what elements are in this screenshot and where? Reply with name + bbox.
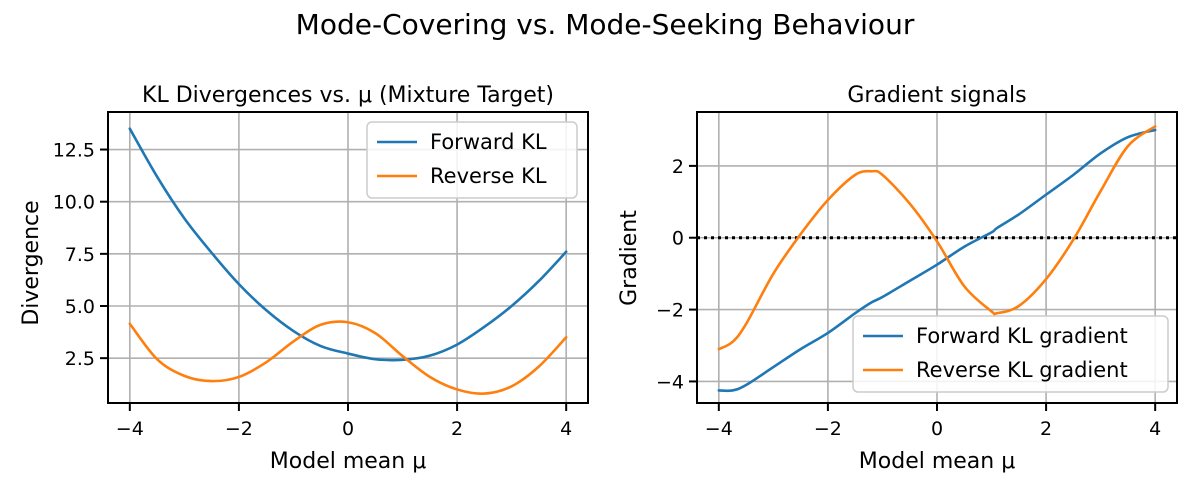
kl-divergence-legend-label: Forward KL bbox=[430, 130, 547, 154]
kl-divergence-xtick-label: 0 bbox=[342, 418, 354, 440]
kl-divergence-ylabel: Divergence bbox=[19, 200, 44, 325]
gradient-ytick-label: −4 bbox=[656, 371, 684, 393]
kl-divergence-legend-box bbox=[366, 121, 578, 199]
kl-divergence-xtick-label: −2 bbox=[225, 418, 253, 440]
kl-divergence-legend: Forward KL Reverse KL bbox=[366, 121, 578, 199]
gradient-series-line-reverse bbox=[717, 125, 1157, 351]
kl-divergence-xlabel: Model mean μ bbox=[270, 449, 426, 474]
kl-divergence-ytick-label: 10.0 bbox=[53, 192, 95, 214]
gradient-series bbox=[717, 125, 1157, 393]
gradient-axes-frame bbox=[696, 111, 1178, 404]
kl-divergence-series-line-forward bbox=[128, 127, 568, 362]
kl-divergence-series-line-reverse bbox=[128, 320, 568, 395]
gradient-ytick-label: −2 bbox=[656, 300, 684, 322]
gradient-xtick-label: 0 bbox=[931, 418, 943, 440]
kl-divergence-ytick-label: 7.5 bbox=[65, 244, 95, 266]
gradient-legend: Forward KL gradient Reverse KL gradient bbox=[852, 315, 1169, 393]
kl-divergence-series bbox=[128, 127, 568, 395]
kl-divergence-xtick-label: 2 bbox=[451, 418, 463, 440]
kl-divergence-legend-label: Reverse KL bbox=[430, 164, 547, 188]
kl-divergence-xtick-label: 4 bbox=[560, 418, 572, 440]
gradient-ytick-label: 2 bbox=[672, 156, 684, 178]
kl-divergence-ytick-label: 2.5 bbox=[65, 348, 95, 370]
gradient-ticks: −4 −2 0 2 4 −4 −2 0 2 bbox=[656, 156, 1161, 440]
kl-divergence-xtick-label: −4 bbox=[116, 418, 144, 440]
gradient-xtick-label: 2 bbox=[1040, 418, 1052, 440]
gradient-legend-label: Forward KL gradient bbox=[916, 324, 1128, 348]
figure-title: Mode-Covering vs. Mode-Seeking Behaviour bbox=[296, 8, 915, 41]
gradient-ylabel: Gradient bbox=[617, 210, 642, 306]
gradient-legend-label: Reverse KL gradient bbox=[916, 358, 1128, 382]
gradient-panel: Gradient signals Model mean μ Gradient −… bbox=[617, 83, 1178, 474]
kl-divergence-ticks: −4 −2 0 2 4 2.5 5.0 7.5 10.0 12.5 bbox=[53, 140, 573, 440]
gradient-xtick-label: −2 bbox=[814, 418, 842, 440]
gradient-legend-box bbox=[852, 315, 1169, 393]
kl-divergence-axes-frame bbox=[107, 111, 589, 404]
gradient-xtick-label: 4 bbox=[1149, 418, 1161, 440]
gradient-series-line-forward bbox=[717, 128, 1157, 393]
gradient-xlabel: Model mean μ bbox=[859, 449, 1015, 474]
kl-divergence-panel: KL Divergences vs. μ (Mixture Target) Mo… bbox=[19, 83, 589, 474]
kl-divergence-ytick-label: 5.0 bbox=[65, 296, 95, 318]
gradient-xtick-label: −4 bbox=[705, 418, 733, 440]
gradient-title: Gradient signals bbox=[847, 83, 1026, 108]
kl-divergence-title: KL Divergences vs. μ (Mixture Target) bbox=[142, 83, 554, 108]
kl-divergence-ytick-label: 12.5 bbox=[53, 140, 95, 162]
gradient-ytick-label: 0 bbox=[672, 228, 684, 250]
